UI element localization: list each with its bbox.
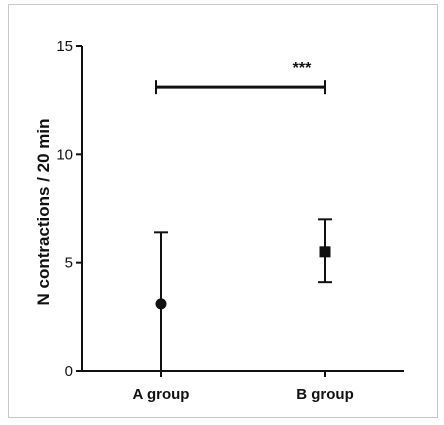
y-ticks: 0 5 10 15: [56, 38, 82, 380]
significance-label: ***: [293, 60, 312, 77]
y-tick-label: 10: [56, 146, 73, 163]
y-tick-label: 5: [65, 255, 73, 272]
x-ticks: A group B group: [133, 371, 354, 403]
data-marks: [154, 219, 332, 371]
significance-bracket: ***: [156, 60, 325, 94]
data-point-square: [320, 246, 331, 257]
data-point-circle: [156, 298, 167, 309]
x-tick-label: A group: [133, 386, 190, 403]
y-tick-label: 0: [65, 363, 73, 380]
x-tick-label: B group: [296, 386, 354, 403]
y-tick-label: 15: [56, 38, 73, 55]
y-axis-title: N contractions / 20 min: [34, 118, 53, 305]
